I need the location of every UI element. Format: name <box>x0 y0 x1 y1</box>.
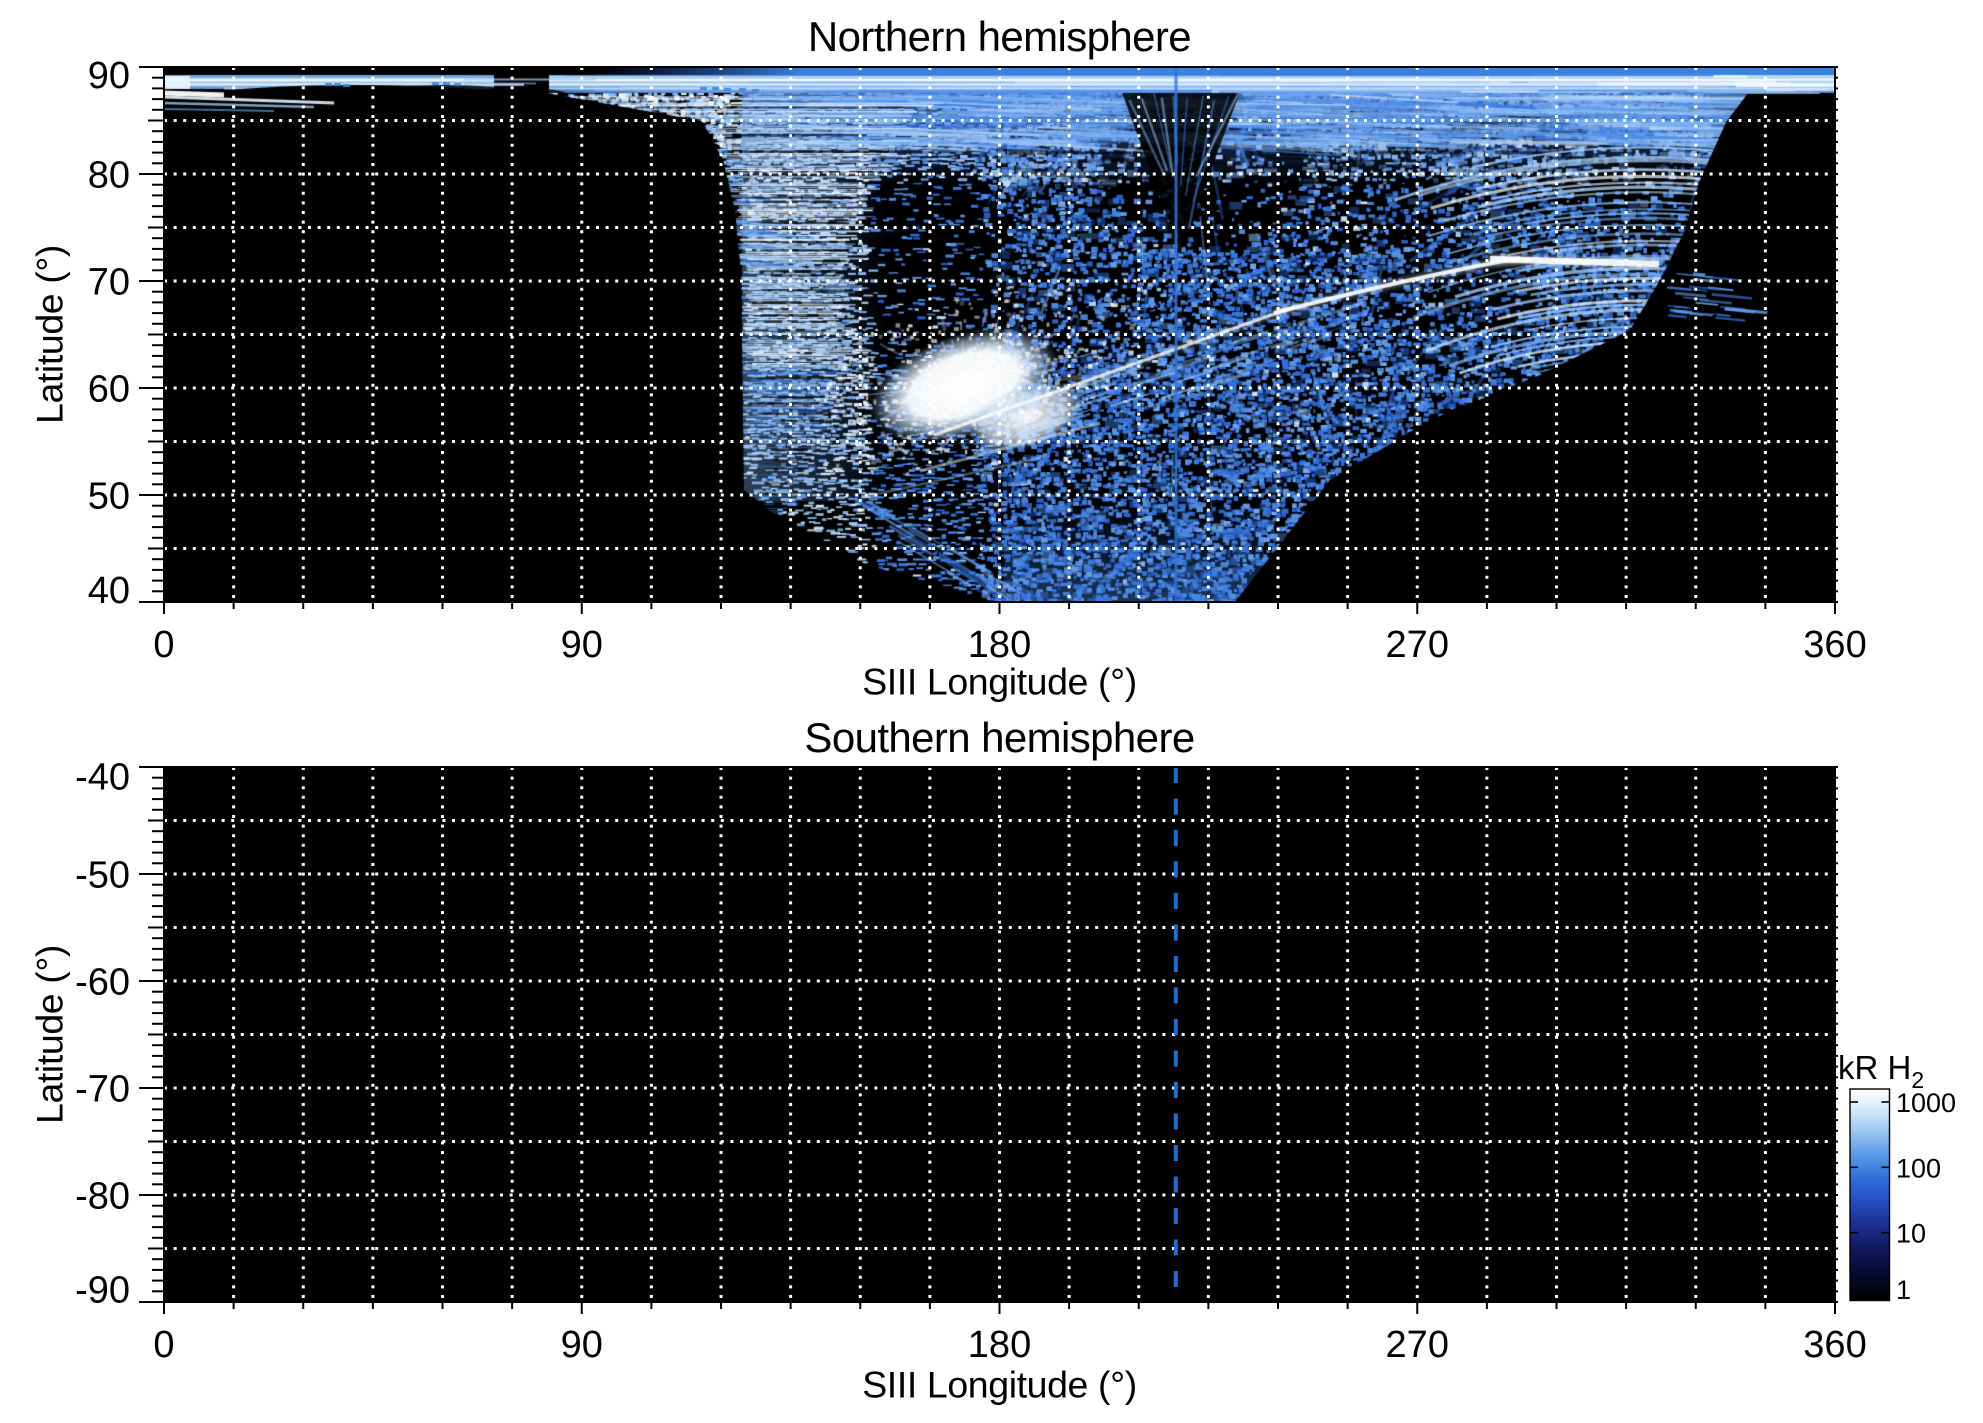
svg-text:SIII Longitude (°): SIII Longitude (°) <box>862 1364 1137 1406</box>
svg-text:-70: -70 <box>75 1069 130 1111</box>
svg-text:270: 270 <box>1386 1324 1449 1366</box>
svg-text:0: 0 <box>153 1324 174 1366</box>
svg-text:40: 40 <box>88 570 130 612</box>
svg-text:-40: -40 <box>75 757 130 799</box>
svg-text:90: 90 <box>561 1324 603 1366</box>
svg-text:60: 60 <box>88 369 130 411</box>
svg-text:Latitude (°): Latitude (°) <box>29 245 71 424</box>
svg-text:Southern hemisphere: Southern hemisphere <box>804 714 1194 761</box>
svg-text:1: 1 <box>1896 1275 1911 1305</box>
svg-text:-60: -60 <box>75 962 130 1004</box>
svg-text:180: 180 <box>968 1324 1031 1366</box>
svg-text:50: 50 <box>88 476 130 518</box>
svg-text:180: 180 <box>968 624 1031 666</box>
svg-text:Latitude (°): Latitude (°) <box>29 945 71 1124</box>
svg-text:SIII Longitude (°): SIII Longitude (°) <box>862 661 1137 703</box>
svg-text:360: 360 <box>1803 1324 1866 1366</box>
svg-text:-50: -50 <box>75 855 130 897</box>
svg-text:70: 70 <box>88 262 130 304</box>
svg-text:1000: 1000 <box>1896 1088 1956 1118</box>
svg-text:90: 90 <box>561 624 603 666</box>
svg-text:80: 80 <box>88 155 130 197</box>
svg-text:0: 0 <box>153 624 174 666</box>
svg-text:10: 10 <box>1896 1219 1926 1249</box>
svg-text:-80: -80 <box>75 1176 130 1218</box>
svg-text:90: 90 <box>88 55 130 97</box>
svg-text:kR H2: kR H2 <box>1838 1049 1924 1093</box>
svg-text:360: 360 <box>1803 624 1866 666</box>
svg-text:Northern hemisphere: Northern hemisphere <box>808 13 1191 60</box>
svg-text:-90: -90 <box>75 1270 130 1312</box>
svg-text:270: 270 <box>1386 624 1449 666</box>
svg-text:100: 100 <box>1896 1153 1941 1183</box>
